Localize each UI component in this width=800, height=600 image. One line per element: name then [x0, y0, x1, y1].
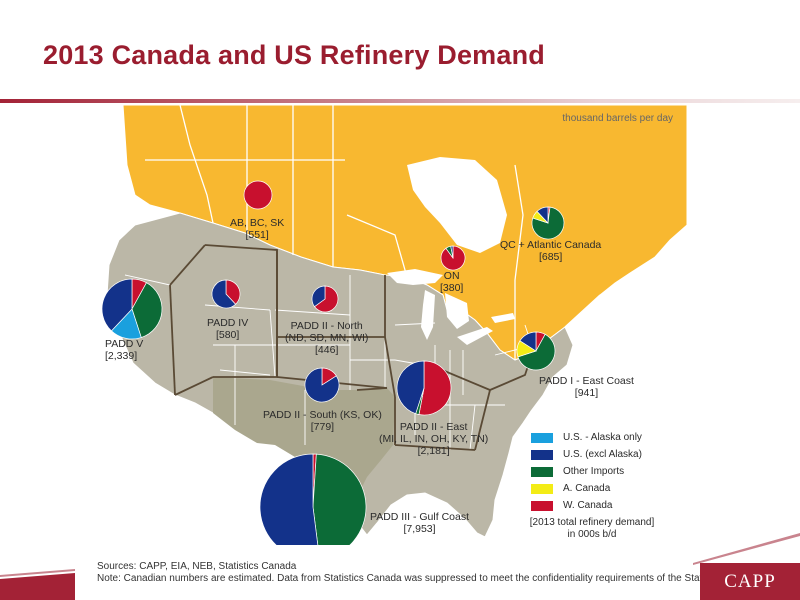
region-label-padd2-south: PADD II - South (KS, OK) [779] — [263, 409, 382, 433]
region-label-padd3: PADD III - Gulf Coast [7,953] — [370, 511, 469, 535]
region-name: QC + Atlantic Canada — [500, 239, 602, 251]
total-note-line: [2013 total refinery demand] — [529, 517, 655, 528]
capp-logo: CAPP — [700, 563, 800, 600]
legend-item-a-canada: A. Canada — [531, 480, 671, 497]
lake-erie — [457, 327, 493, 345]
pie-slice-w-canada — [225, 279, 241, 305]
pie-padd-i-east-coast — [516, 331, 556, 371]
region-label-on: ON [380] — [440, 270, 463, 294]
region-name: PADD V — [105, 338, 144, 350]
pie-qc-atlantic-canada — [531, 206, 565, 240]
pie-on — [440, 245, 466, 271]
total-demand-note: [2013 total refinery demand] in 000s b/d — [522, 517, 662, 541]
lake-huron — [445, 293, 469, 329]
pie-padd-v — [101, 278, 163, 340]
legend-item-us-alaska-only: U.S. - Alaska only — [531, 429, 671, 446]
region-label-padd2-north: PADD II - North (ND, SD, MN, WI) [446] — [285, 320, 368, 356]
region-demand: [380] — [440, 282, 464, 294]
region-label-padd1: PADD I - East Coast [941] — [539, 375, 634, 399]
refinery-demand-pies — [101, 180, 565, 545]
lake-ontario — [491, 313, 515, 323]
pie-padd-ii-south-ks-ok — [304, 367, 340, 403]
region-name: PADD II - South (KS, OK) — [263, 409, 382, 421]
map-graphic — [95, 105, 687, 545]
legend-swatch — [531, 483, 553, 494]
region-label-padd5: PADD V [2,339] — [105, 338, 143, 362]
legend-label: Other Imports — [563, 466, 625, 477]
sources-text: Sources: CAPP, EIA, NEB, Statistics Cana… — [97, 561, 297, 572]
region-demand: [779] — [310, 421, 335, 433]
pie-slice-w-canada — [243, 180, 273, 210]
legend-label: A. Canada — [563, 483, 611, 494]
legend-swatch — [531, 500, 553, 511]
region-demand: [446] — [315, 344, 339, 356]
region-name: PADD II - North — [290, 320, 363, 332]
legend: U.S. - Alaska only U.S. (excl Alaska) Ot… — [531, 429, 671, 514]
pie-slice-us-excl-alaska — [519, 331, 537, 352]
legend-label: W. Canada — [563, 500, 613, 511]
pie-padd-iii-gulf-coast — [259, 453, 367, 545]
region-demand: [2,339] — [105, 350, 138, 362]
pie-slice-us-excl-alaska — [101, 278, 133, 332]
total-note-line: in 000s b/d — [567, 529, 617, 540]
legend-swatch — [531, 432, 553, 443]
region-demand: [580] — [215, 329, 240, 341]
pie-slice-us-excl-alaska — [311, 285, 326, 308]
legend-label: U.S. (excl Alaska) — [563, 449, 642, 460]
legend-item-w-canada: W. Canada — [531, 497, 671, 514]
pie-slice-other-imports — [131, 282, 163, 338]
region-sub: (ND, SD, MN, WI) — [285, 332, 369, 344]
region-name: PADD IV — [207, 317, 249, 329]
legend-item-other-imports: Other Imports — [531, 463, 671, 480]
unit-note: thousand barrels per day — [562, 113, 673, 124]
title-divider — [0, 99, 800, 103]
region-demand: [685] — [538, 251, 563, 263]
pie-slice-us-excl-alaska — [259, 453, 319, 545]
region-sub: (MI, IL, IN, OH, KY, TN) — [379, 433, 489, 445]
pie-slice-w-canada — [313, 285, 339, 313]
pie-slice-us-excl-alaska — [211, 279, 237, 309]
region-name: PADD II - East — [399, 421, 468, 433]
region-demand: [941] — [574, 387, 599, 399]
note-text: Note: Canadian numbers are estimated. Da… — [97, 572, 744, 584]
pie-slice-other-imports — [517, 333, 556, 371]
region-name: ON — [443, 270, 460, 282]
pie-slice-us-excl-alaska — [450, 245, 454, 259]
canada-province-borders — [145, 105, 601, 360]
legend-swatch — [531, 449, 553, 460]
corner-accent-left — [0, 569, 75, 600]
region-label-qc-atlantic: QC + Atlantic Canada [685] — [500, 239, 601, 263]
legend-label: U.S. - Alaska only — [563, 432, 642, 443]
pie-padd-ii-east — [396, 360, 452, 416]
pie-padd-ii-north — [311, 285, 339, 313]
pie-slice-us-excl-alaska — [304, 367, 340, 403]
region-name: AB, BC, SK — [230, 217, 285, 229]
lake-superior — [387, 269, 443, 285]
region-label-ab-bc-sk: AB, BC, SK [551] — [230, 217, 284, 241]
lake-michigan — [421, 290, 435, 340]
pie-slice-w-canada — [418, 360, 452, 416]
region-demand: [7,953] — [403, 523, 436, 535]
region-name: PADD I - East Coast — [539, 375, 634, 387]
pie-padd-iv — [211, 279, 241, 309]
region-name: PADD III - Gulf Coast — [370, 511, 469, 523]
pie-ab-bc-sk — [243, 180, 273, 210]
slide-title: 2013 Canada and US Refinery Demand — [43, 40, 545, 70]
pie-slice-us-excl-alaska — [536, 206, 549, 224]
region-label-padd4: PADD IV [580] — [207, 317, 248, 341]
legend-swatch — [531, 466, 553, 477]
corner-accent-right — [693, 533, 800, 565]
region-demand: [551] — [245, 229, 269, 241]
region-demand: [2,181] — [417, 445, 450, 457]
refinery-demand-map: thousand barrels per day AB, BC, SK [551… — [95, 105, 687, 545]
pie-slice-other-imports — [312, 453, 367, 545]
pie-slice-us-excl-alaska — [396, 360, 425, 415]
region-label-padd2-east: PADD II - East (MI, IL, IN, OH, KY, TN) … — [379, 421, 488, 457]
footer-notes: Sources: CAPP, EIA, NEB, Statistics Cana… — [97, 561, 744, 584]
hudson-bay — [407, 157, 507, 253]
legend-item-us-excl-alaska: U.S. (excl Alaska) — [531, 446, 671, 463]
